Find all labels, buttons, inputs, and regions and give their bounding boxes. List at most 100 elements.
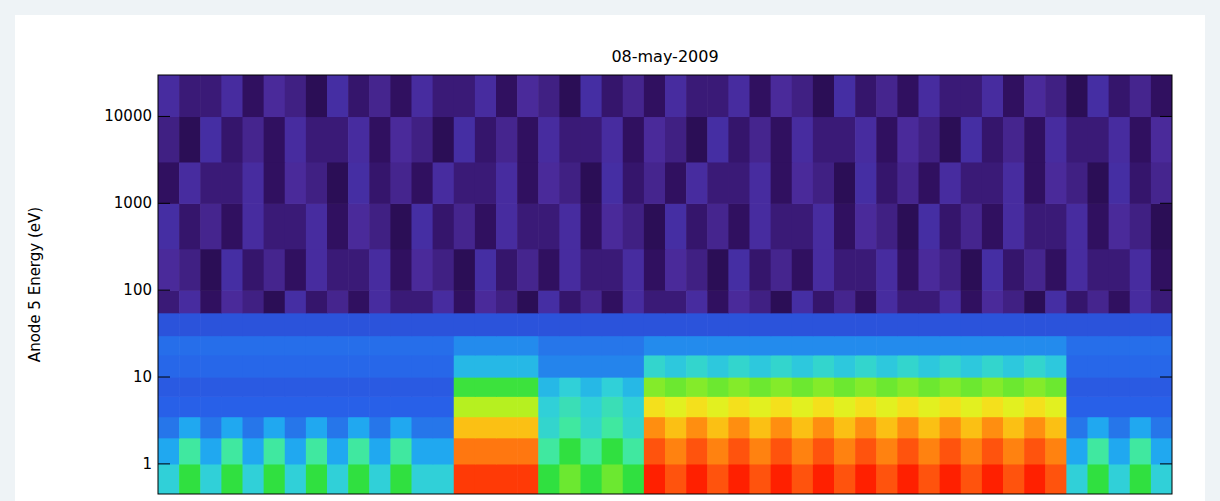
cell — [559, 464, 581, 494]
cell — [475, 438, 497, 465]
cell — [454, 313, 476, 336]
cell — [179, 203, 201, 249]
cell — [750, 313, 772, 336]
cell — [961, 75, 983, 117]
cell — [707, 249, 729, 291]
cell — [517, 75, 539, 117]
cell — [707, 377, 729, 397]
cell — [475, 417, 497, 439]
cell — [1130, 75, 1152, 117]
cell — [919, 116, 941, 162]
cell — [1024, 396, 1046, 417]
cell — [390, 116, 412, 162]
cell — [665, 162, 687, 204]
cell — [306, 396, 328, 417]
cell — [581, 377, 603, 397]
cell — [1109, 162, 1131, 204]
cell — [1024, 203, 1046, 249]
cell — [1088, 313, 1110, 336]
cell — [1066, 438, 1088, 465]
cell — [982, 396, 1004, 417]
cell — [538, 355, 560, 378]
cell — [686, 377, 708, 397]
cell — [327, 336, 349, 356]
cell — [454, 162, 476, 204]
cell — [285, 396, 307, 417]
cell — [369, 336, 391, 356]
cell — [306, 464, 328, 494]
cell — [686, 464, 708, 494]
cell — [390, 249, 412, 291]
cell — [581, 336, 603, 356]
cell — [1088, 203, 1110, 249]
cell — [876, 203, 898, 249]
cell — [1130, 249, 1152, 291]
cell — [771, 162, 793, 204]
cell — [348, 377, 370, 397]
cell — [813, 203, 835, 249]
cell — [665, 336, 687, 356]
cell — [623, 336, 645, 356]
cell — [264, 75, 286, 117]
cell — [855, 464, 877, 494]
cell — [454, 417, 476, 439]
cell — [644, 313, 666, 336]
frame — [158, 75, 1172, 494]
cell — [390, 396, 412, 417]
cell — [961, 116, 983, 162]
cell — [496, 464, 518, 494]
cell — [559, 249, 581, 291]
cell — [855, 417, 877, 439]
cell — [285, 464, 307, 494]
cell — [1109, 417, 1131, 439]
cell — [221, 355, 243, 378]
cell — [728, 464, 750, 494]
cell — [876, 249, 898, 291]
cell — [982, 203, 1004, 249]
cell — [1151, 116, 1172, 162]
cell — [179, 396, 201, 417]
cell — [243, 417, 265, 439]
cell — [581, 75, 603, 117]
cell — [200, 464, 222, 494]
cell — [412, 116, 434, 162]
cell — [306, 313, 328, 336]
cell — [1130, 203, 1152, 249]
cell — [475, 290, 497, 313]
cell — [581, 162, 603, 204]
cell — [834, 438, 856, 465]
cell — [158, 290, 180, 313]
cell — [644, 464, 666, 494]
cell — [454, 438, 476, 465]
cell — [919, 355, 941, 378]
cell — [348, 75, 370, 117]
cell — [1088, 417, 1110, 439]
cell — [1130, 313, 1152, 336]
cell — [728, 249, 750, 291]
cell — [940, 75, 962, 117]
cell — [1045, 464, 1067, 494]
cell — [1003, 116, 1025, 162]
cell — [897, 75, 919, 117]
cell — [390, 162, 412, 204]
cell — [919, 203, 941, 249]
cell — [348, 249, 370, 291]
cell — [369, 116, 391, 162]
cell — [1066, 116, 1088, 162]
cell — [940, 464, 962, 494]
cell — [940, 116, 962, 162]
cell — [644, 336, 666, 356]
cell — [1130, 116, 1152, 162]
cell — [1151, 417, 1172, 439]
cell — [348, 203, 370, 249]
cell — [517, 417, 539, 439]
cell — [433, 75, 455, 117]
cell — [496, 355, 518, 378]
cell — [1151, 249, 1172, 291]
cell — [1003, 464, 1025, 494]
cell — [454, 203, 476, 249]
cell — [390, 438, 412, 465]
cell — [602, 438, 624, 465]
cell — [412, 249, 434, 291]
cell — [221, 377, 243, 397]
